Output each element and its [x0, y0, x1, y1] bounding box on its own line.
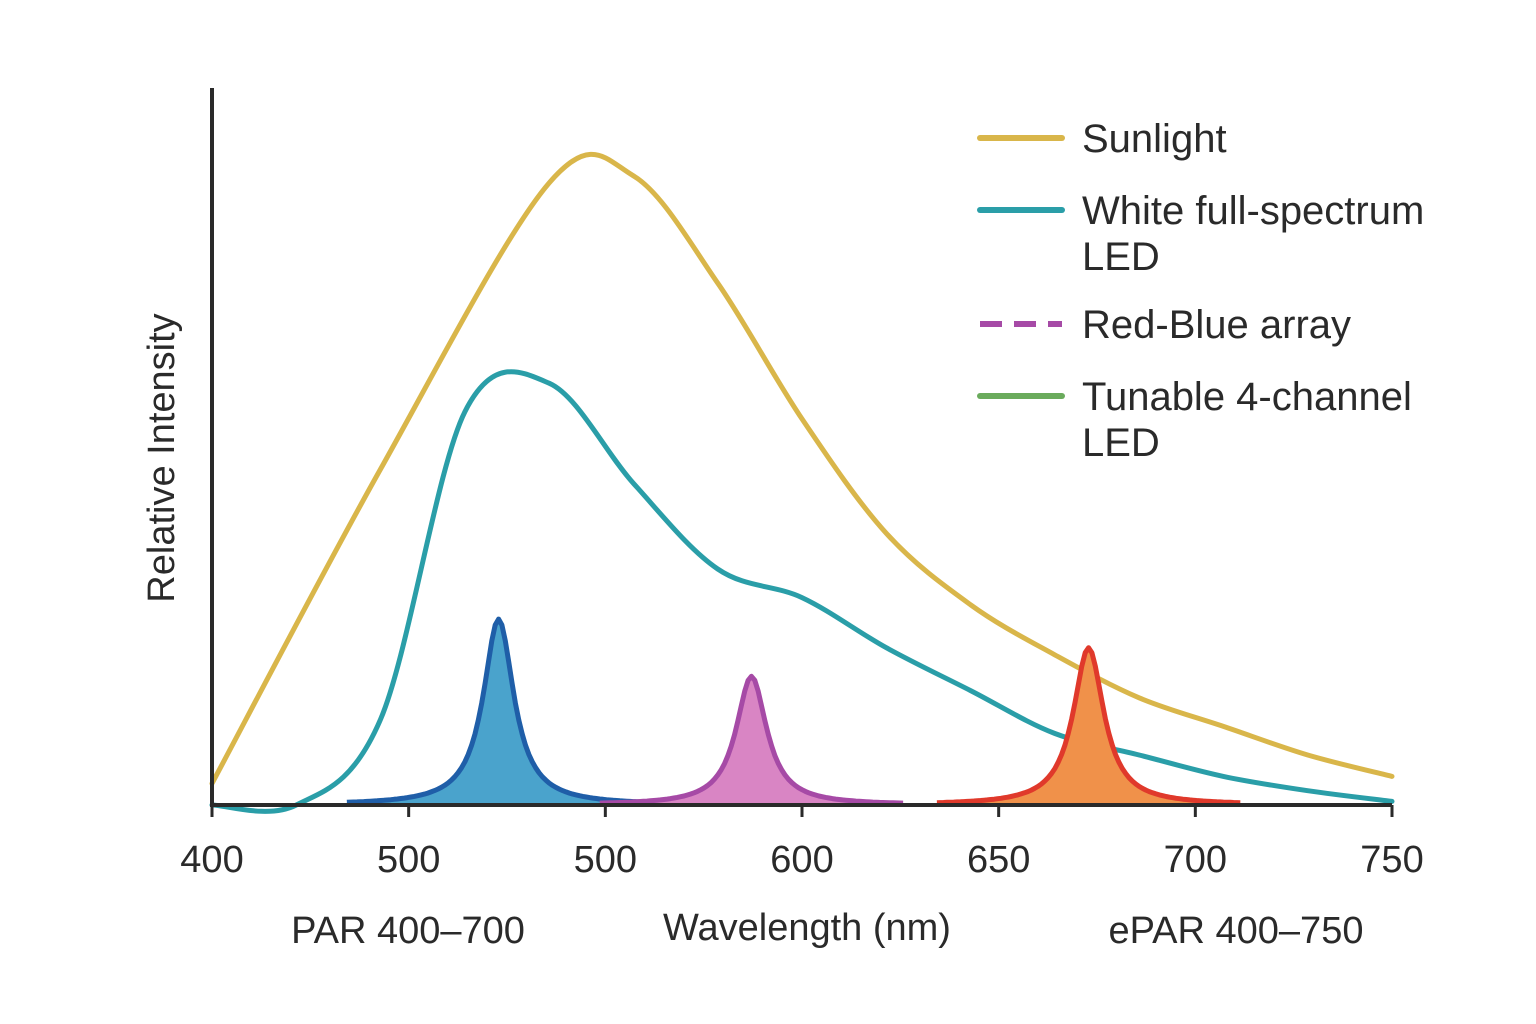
legend-label-white-led: White full-spectrum LED — [1082, 189, 1435, 279]
band-label-epar: ePAR 400–750 — [1109, 910, 1364, 952]
legend-label-tunable: Tunable 4-channel LED — [1082, 375, 1423, 465]
legend-label-white-led-line: White full-spectrum — [1082, 189, 1424, 233]
x-tick-label: 650 — [967, 839, 1030, 881]
peak-fill-peak-485 — [346, 619, 651, 805]
x-tick-label: 600 — [770, 839, 833, 881]
x-tick-label: 500 — [377, 839, 440, 881]
legend-label-white-led-line: LED — [1082, 235, 1160, 279]
peak-fill-peak-660 — [936, 647, 1241, 805]
legend-label-sunlight: Sunlight — [1082, 117, 1227, 161]
peak-line-peak-485 — [346, 616, 651, 805]
x-tick-label: 750 — [1360, 839, 1423, 881]
legend: Sunlight White full-spectrum LED Red-Blu… — [977, 117, 1435, 465]
x-axis-title: Wavelength (nm) — [663, 907, 951, 949]
legend-label-tunable-line: Tunable 4-channel — [1082, 375, 1412, 419]
x-tick-label: 700 — [1164, 839, 1227, 881]
peak-line-peak-660 — [936, 645, 1241, 806]
legend-label-tunable-line: LED — [1082, 421, 1160, 465]
legend-label-red-blue: Red-Blue array — [1082, 303, 1351, 347]
peak-fill-peak-560 — [599, 676, 904, 805]
band-label-par: PAR 400–700 — [291, 910, 525, 952]
x-tick-label: 500 — [574, 839, 637, 881]
curves-layer — [209, 151, 1395, 814]
x-tick-label: 400 — [180, 839, 243, 881]
y-axis-title: Relative Intensity — [141, 313, 183, 602]
peak-line-peak-560 — [599, 673, 904, 806]
series-line-sunlight — [209, 151, 1395, 786]
series-line-white-full-spectrum-led — [209, 369, 1395, 814]
x-ticks: 400 500 500 600 650 700 750 — [180, 805, 1424, 881]
